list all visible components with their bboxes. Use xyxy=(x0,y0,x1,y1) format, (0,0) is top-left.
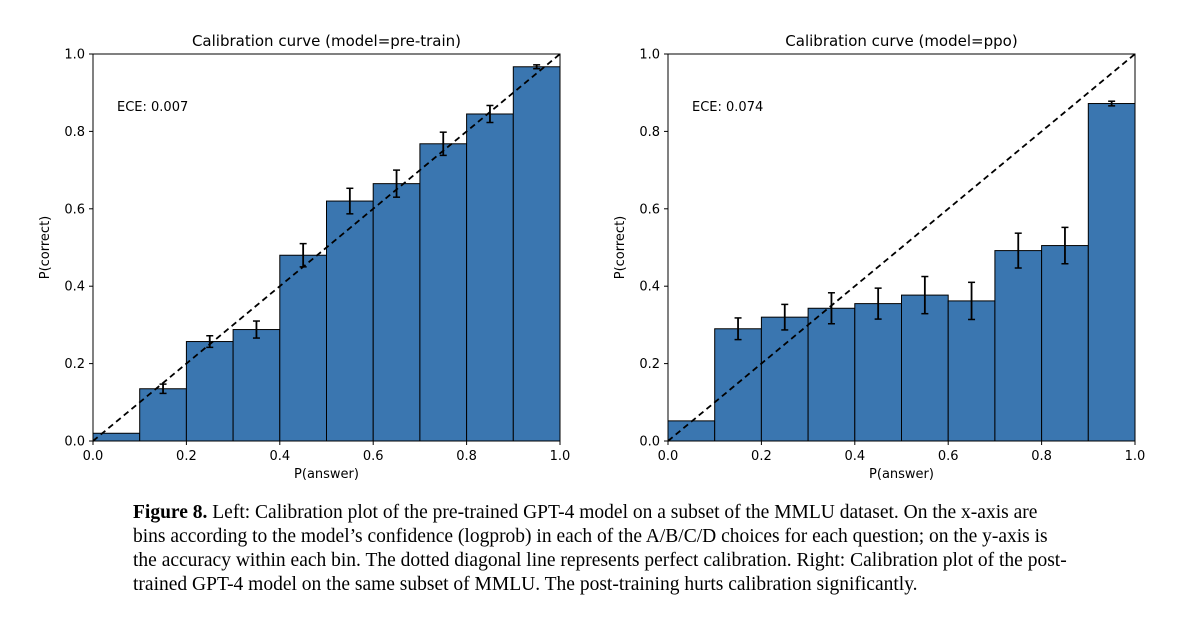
x-tick-label: 0.2 xyxy=(751,449,772,464)
bar xyxy=(372,183,421,442)
y-axis-label: P(correct) xyxy=(613,216,628,280)
figure-caption: Figure 8. Left: Calibration plot of the … xyxy=(133,501,1068,597)
x-tick-label: 1.0 xyxy=(550,449,571,464)
bar xyxy=(714,328,762,442)
bar xyxy=(667,420,716,442)
bar xyxy=(92,432,141,442)
bar xyxy=(185,341,234,442)
y-tick-label: 1.0 xyxy=(639,48,660,63)
chart-title: Calibration curve (model=ppo) xyxy=(785,32,1017,50)
x-tick-label: 0.2 xyxy=(176,449,197,464)
bar xyxy=(947,300,996,442)
bar xyxy=(419,143,468,442)
x-axis-label: P(answer) xyxy=(294,467,359,482)
bar xyxy=(1041,245,1089,442)
chart-title: Calibration curve (model=pre-train) xyxy=(192,32,461,50)
x-tick-label: 0.6 xyxy=(938,449,959,464)
x-tick-label: 0.6 xyxy=(363,449,384,464)
y-axis-label: P(correct) xyxy=(38,216,53,280)
chart-panel-pretrain: 0.0 0.2 0.4 0.6 0.8 1.0 0.0 0.2 0.4 0.6 0.8 1.0 Cali… xyxy=(38,32,570,482)
ece-annotation: ECE: 0.007 xyxy=(117,100,188,115)
bar xyxy=(232,329,281,442)
bar xyxy=(854,303,902,442)
x-tick-label: 1.0 xyxy=(1125,449,1146,464)
bar xyxy=(760,316,809,442)
axes-frame xyxy=(92,53,561,442)
y-tick-label: 0.2 xyxy=(639,357,660,372)
y-tick-label: 0.4 xyxy=(64,280,85,295)
x-tick-label: 0.4 xyxy=(844,449,865,464)
y-tick-label: 0.0 xyxy=(639,435,660,450)
x-axis-label: P(answer) xyxy=(869,467,934,482)
bar xyxy=(139,388,187,442)
bar xyxy=(901,294,949,442)
chart-panel-ppo: 0.0 0.2 0.4 0.6 0.8 1.0 0.0 0.2 0.4 0.6 0.8 1.0 Cali… xyxy=(613,32,1145,482)
bar xyxy=(512,66,561,442)
diagonal-reference-line xyxy=(92,53,561,442)
y-tick-label: 0.4 xyxy=(639,280,660,295)
bar xyxy=(466,113,514,442)
caption-text: Left: Calibration plot of the pre-traine… xyxy=(133,502,1067,595)
diagonal-reference-line xyxy=(667,53,1136,442)
y-tick-label: 0.8 xyxy=(64,125,85,140)
y-tick-label: 0.8 xyxy=(639,125,660,140)
bar xyxy=(994,250,1043,442)
y-tick-label: 0.6 xyxy=(64,202,85,217)
caption-label: Figure 8. xyxy=(133,502,208,523)
x-tick-label: 0.8 xyxy=(456,449,477,464)
bar xyxy=(1087,103,1136,442)
y-tick-label: 0.2 xyxy=(64,357,85,372)
y-tick-label: 1.0 xyxy=(64,48,85,63)
axes-frame xyxy=(667,53,1136,442)
x-tick-label: 0.0 xyxy=(658,449,679,464)
y-tick-label: 0.0 xyxy=(64,435,85,450)
bar xyxy=(807,307,856,442)
bar xyxy=(326,200,374,442)
bar xyxy=(279,254,327,442)
x-tick-label: 0.0 xyxy=(83,449,104,464)
x-tick-label: 0.4 xyxy=(269,449,290,464)
x-tick-label: 0.8 xyxy=(1031,449,1052,464)
y-tick-label: 0.6 xyxy=(639,202,660,217)
ece-annotation: ECE: 0.074 xyxy=(692,100,763,115)
